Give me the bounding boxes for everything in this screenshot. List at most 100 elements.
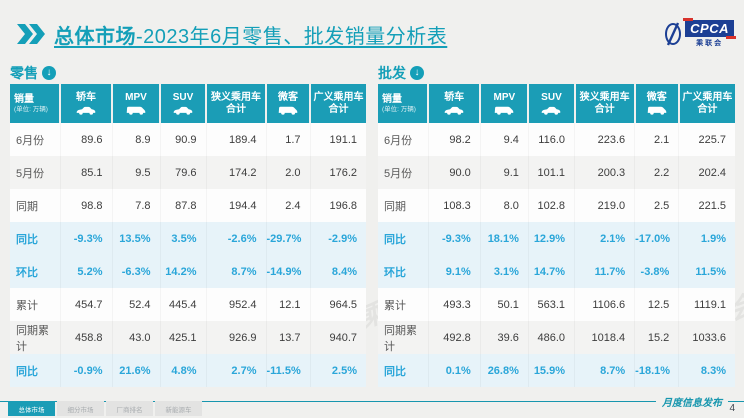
cell-value: 85.1 [60, 156, 112, 189]
cell-value: 87.8 [160, 189, 206, 222]
cell-value: 1.9% [700, 232, 726, 245]
tab-oem-ranking[interactable]: 厂商排名 [106, 401, 153, 416]
cell-value: 964.5 [329, 298, 357, 311]
cell-value: 2.5 [635, 189, 679, 222]
footer-line [728, 401, 744, 402]
cell-value: 189.4 [206, 123, 266, 156]
cell-value: 14.7% [528, 255, 574, 288]
cell-value: -11.5% [266, 354, 310, 387]
row-label: 同比 [378, 354, 428, 387]
column-header: 轿车 [428, 84, 482, 123]
table-row: 同比 -0.9% 21.6% 4.8% 2.7% -11.5% 2.5% [10, 354, 366, 387]
cell-value: 223.6 [575, 123, 635, 156]
cell-value: 3.1% [480, 255, 528, 288]
wholesale-table: 销量 (单位: 万辆) 轿车 MPV SUV 狭义乘用车 合计 微客 广义乘用车 合计 6月份 9… [378, 84, 735, 387]
cell-value: 39.6 [480, 321, 528, 354]
unit-header: 销量 (单位: 万辆) [378, 84, 430, 123]
retail-table: 销量 (单位: 万辆) 轿车 MPV SUV 狭义乘用车 合计 微客 广义乘用车 合计 6月份 8… [10, 84, 366, 387]
microvan-icon [268, 105, 308, 115]
cell-value: 492.8 [428, 321, 480, 354]
cell-value: 174.2 [206, 156, 266, 189]
cell-value: 8.4% [331, 265, 357, 278]
cell-value: 563.1 [528, 288, 574, 321]
cell-value: -3.8% [635, 255, 679, 288]
cell-value: 194.4 [206, 189, 266, 222]
cell-value: 0.1% [428, 354, 480, 387]
cell-value: -2.9% [328, 232, 357, 245]
table-row: 累计 493.3 50.1 563.1 1106.6 12.5 1119.1 [378, 288, 735, 321]
cell-value: 2.0 [266, 156, 310, 189]
row-label: 同期累计 [378, 321, 428, 354]
column-header: MPV [112, 84, 161, 123]
cell-value: 202.4 [698, 166, 726, 179]
table-row: 同期累计 492.8 39.6 486.0 1018.4 15.2 1033.6 [378, 321, 735, 354]
page-title-rest: -2023年6月零售、批发销量分析表 [136, 25, 448, 48]
tab-nev[interactable]: 新能源车 [155, 401, 202, 416]
cell-value: 98.8 [60, 189, 112, 222]
sedan-icon [430, 105, 478, 115]
table-row: 同期 98.8 7.8 87.8 194.4 2.4 196.8 [10, 189, 366, 222]
cell-value: 2.1 [635, 123, 679, 156]
cell-value: 12.5 [635, 288, 679, 321]
cell-value: 9.1% [428, 255, 480, 288]
row-label: 累计 [378, 288, 428, 321]
table-header-row: 销量 (单位: 万辆) 轿车 MPV SUV 狭义乘用车 合计 微客 广义乘用车 合计 [378, 84, 735, 123]
cell-value: 8.7% [575, 354, 635, 387]
cell-value: 15.9% [528, 354, 574, 387]
cell-value: 191.1 [329, 133, 357, 146]
row-label: 同比 [378, 222, 428, 255]
retail-section-label: 零售 [10, 64, 38, 81]
column-header: SUV [528, 84, 576, 123]
column-header: 广义乘用车 合计 [678, 84, 735, 123]
table-row: 同期累计 458.8 43.0 425.1 926.9 13.7 940.7 [10, 321, 366, 354]
cell-value: 425.1 [160, 321, 206, 354]
tab-overall-market[interactable]: 总体市场 [8, 401, 55, 416]
column-header: 轿车 [60, 84, 113, 123]
cell-value: 116.0 [528, 123, 574, 156]
cell-value: -9.3% [60, 222, 112, 255]
cell-value: 2.5% [331, 364, 357, 377]
page-title: 总体市场-2023年6月零售、批发销量分析表 [54, 20, 447, 49]
row-label: 同比 [10, 222, 60, 255]
cell-value: 445.4 [160, 288, 206, 321]
row-label: 5月份 [10, 156, 60, 189]
cell-value: 14.2% [160, 255, 206, 288]
unit-header: 销量 (单位: 万辆) [10, 84, 61, 123]
tab-segment-market[interactable]: 细分市场 [57, 401, 104, 416]
cell-value: 221.5 [698, 199, 726, 212]
cell-value: 12.1 [266, 288, 310, 321]
cell-value: 11.7% [575, 255, 635, 288]
column-header: MPV [480, 84, 530, 123]
cell-value: 101.1 [528, 156, 574, 189]
row-label: 环比 [10, 255, 60, 288]
suv-icon [162, 105, 204, 115]
cell-value: 176.2 [329, 166, 357, 179]
cell-value: 9.5 [112, 156, 160, 189]
table-row: 6月份 89.6 8.9 90.9 189.4 1.7 191.1 [10, 123, 366, 156]
cell-value: 2.4 [266, 189, 310, 222]
wholesale-panel: 批发 ↓ 销量 (单位: 万辆) 轿车 MPV SUV 狭义乘用车 合计 微客 广义乘用车 合… [378, 61, 735, 387]
cell-value: 454.7 [60, 288, 112, 321]
table-row: 累计 454.7 52.4 445.4 952.4 12.1 964.5 [10, 288, 366, 321]
suv-icon [530, 105, 572, 115]
column-header: 狭义乘用车 合计 [574, 84, 636, 123]
microvan-icon [637, 105, 677, 115]
row-label: 6月份 [10, 123, 60, 156]
cell-value: 8.9 [112, 123, 160, 156]
column-header: 微客 [634, 84, 680, 123]
cell-value: 225.7 [698, 133, 726, 146]
cell-value: 50.1 [480, 288, 528, 321]
cell-value: 8.3% [700, 364, 726, 377]
table-row: 同比 0.1% 26.8% 15.9% 8.7% -18.1% 8.3% [378, 354, 735, 387]
row-label: 6月份 [378, 123, 428, 156]
cell-value: 108.3 [428, 189, 480, 222]
cell-value: 90.0 [428, 156, 480, 189]
cell-value: 18.1% [480, 222, 528, 255]
cell-value: 940.7 [329, 331, 357, 344]
table-row: 5月份 85.1 9.5 79.6 174.2 2.0 176.2 [10, 156, 366, 189]
cell-value: 486.0 [528, 321, 574, 354]
column-header: 微客 [266, 84, 311, 123]
cell-value: -2.6% [206, 222, 266, 255]
row-label: 同期累计 [10, 321, 60, 354]
